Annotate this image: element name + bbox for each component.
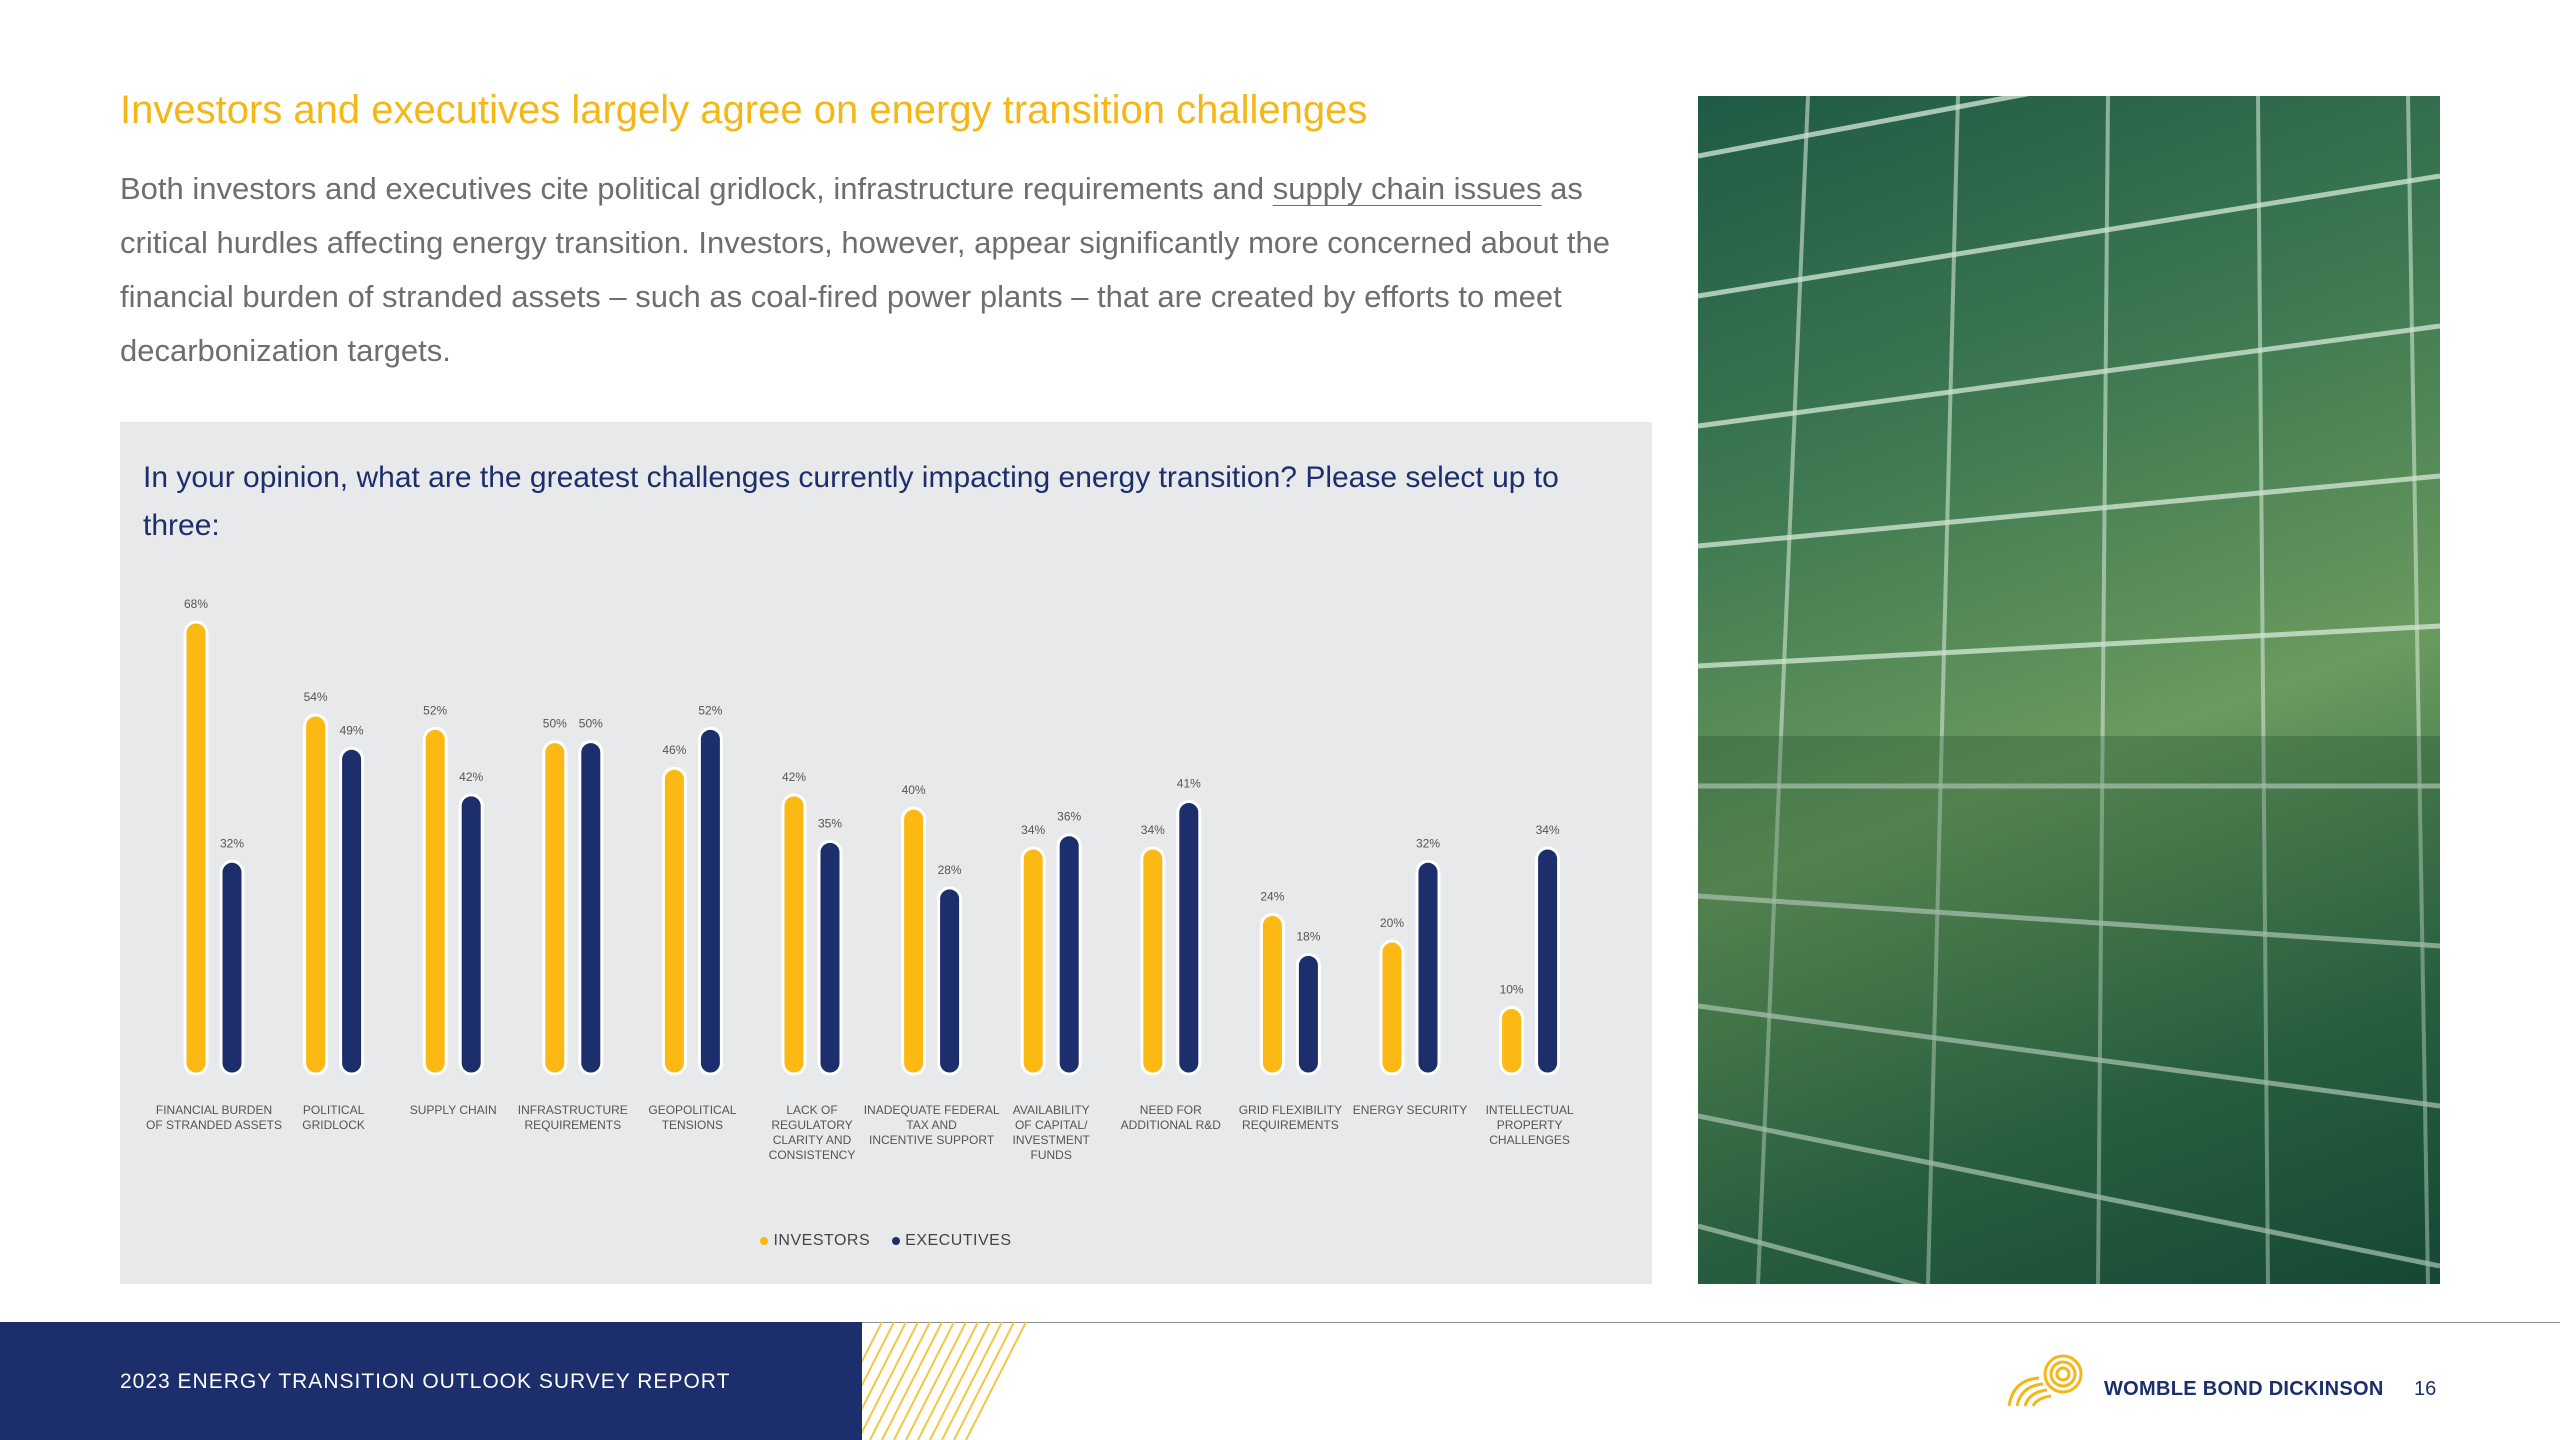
bar-investors-2 [422, 726, 448, 1076]
category-label-9: GRID FLEXIBILITY REQUIREMENTS [1239, 1103, 1342, 1132]
intro-paragraph: Both investors and executives cite polit… [120, 162, 1650, 378]
category-label-5: LACK OF REGULATORY CLARITY AND CONSISTENCY [769, 1103, 856, 1162]
page-number: 16 [2414, 1378, 2437, 1400]
legend-label-executives: EXECUTIVES [905, 1232, 1012, 1249]
bar-executives-2 [458, 793, 484, 1076]
bar-investors-10 [1379, 939, 1405, 1076]
bar-executives-1 [339, 746, 365, 1076]
bar-executives-0 [219, 859, 245, 1076]
bar-executives-9 [1295, 952, 1321, 1076]
data-label-executives-1: 49% [340, 723, 364, 737]
data-label-investors-5: 42% [782, 770, 806, 784]
data-label-investors-2: 52% [423, 703, 447, 717]
footer-report-title: 2023 ENERGY TRANSITION OUTLOOK SURVEY RE… [120, 1370, 731, 1393]
legend-item-investors: INVESTORS [760, 1232, 870, 1250]
category-label-11: INTELLECTUAL PROPERTY CHALLENGES [1486, 1103, 1574, 1147]
bar-investors-3 [542, 740, 568, 1076]
data-label-investors-3: 50% [543, 717, 567, 731]
category-label-0: FINANCIAL BURDEN OF STRANDED ASSETS [146, 1103, 282, 1132]
intro-text-start: Both investors and executives cite polit… [120, 171, 1273, 206]
footer-band [0, 1322, 862, 1440]
category-label-1: POLITICAL GRIDLOCK [302, 1103, 365, 1132]
data-label-investors-0: 68% [184, 597, 208, 611]
category-label-3: INFRASTRUCTURE REQUIREMENTS [518, 1103, 628, 1132]
bar-investors-0 [183, 620, 209, 1076]
firm-name: WOMBLE BOND DICKINSON [2104, 1378, 2384, 1400]
data-label-executives-0: 32% [220, 836, 244, 850]
bar-investors-1 [303, 713, 329, 1076]
bar-investors-11 [1499, 1006, 1525, 1076]
footer-stripes-icon [862, 1322, 1032, 1440]
category-label-10: ENERGY SECURITY [1353, 1103, 1467, 1117]
bar-investors-8 [1140, 846, 1166, 1076]
data-label-executives-8: 41% [1177, 776, 1201, 790]
chart-question: In your opinion, what are the greatest c… [143, 461, 1559, 542]
legend-label-investors: INVESTORS [773, 1232, 871, 1249]
category-label-7: AVAILABILITY OF CAPITAL/INVESTMENT FUNDS [1013, 1103, 1091, 1162]
chart-legend: INVESTORS EXECUTIVES [120, 1232, 1652, 1250]
data-label-investors-11: 10% [1500, 983, 1524, 997]
data-label-investors-10: 20% [1380, 916, 1404, 930]
data-label-investors-4: 46% [662, 743, 686, 757]
data-label-executives-10: 32% [1416, 836, 1440, 850]
data-label-investors-8: 34% [1141, 823, 1165, 837]
bar-investors-4 [661, 766, 687, 1076]
footer-divider [862, 1322, 2560, 1323]
bar-executives-5 [817, 839, 843, 1076]
glass-facade-photo [1698, 96, 2440, 1284]
data-label-executives-5: 35% [818, 816, 842, 830]
chart-panel: In your opinion, what are the greatest c… [120, 422, 1652, 1284]
data-label-investors-6: 40% [902, 783, 926, 797]
category-label-4: GEOPOLITICAL TENSIONS [648, 1103, 736, 1132]
category-label-2: SUPPLY CHAIN [410, 1103, 497, 1117]
bar-chart: 68% 32% FINANCIAL BURDEN OF STRANDED ASSETS… [146, 597, 1574, 1162]
bar-executives-11 [1535, 846, 1561, 1076]
legend-dot-executives-icon [892, 1237, 901, 1245]
data-label-investors-1: 54% [304, 690, 328, 704]
data-label-investors-9: 24% [1260, 889, 1284, 903]
data-label-executives-6: 28% [938, 863, 962, 877]
bar-executives-7 [1056, 833, 1082, 1076]
intro-text-end: as critical hurdles affecting energy tra… [120, 171, 1610, 368]
data-label-executives-11: 34% [1536, 823, 1560, 837]
bar-executives-8 [1176, 799, 1202, 1076]
data-label-executives-2: 42% [459, 770, 483, 784]
supply-chain-link[interactable]: supply chain issues [1272, 171, 1542, 206]
data-label-executives-4: 52% [698, 703, 722, 717]
bar-executives-6 [937, 886, 963, 1076]
data-label-executives-7: 36% [1057, 810, 1081, 824]
data-label-executives-3: 50% [579, 717, 603, 731]
page-headline: Investors and executives largely agree o… [120, 88, 1368, 132]
bar-executives-10 [1415, 859, 1441, 1076]
bar-executives-3 [578, 740, 604, 1076]
bar-investors-9 [1259, 912, 1285, 1076]
bar-investors-5 [781, 793, 807, 1076]
bar-executives-4 [697, 726, 723, 1076]
legend-dot-investors-icon [760, 1237, 769, 1245]
category-label-6: INADEQUATE FEDERAL TAX AND INCENTIVE SUPPO… [864, 1103, 1000, 1147]
category-label-8: NEED FOR ADDITIONAL R&D [1121, 1103, 1222, 1132]
legend-item-executives: EXECUTIVES [892, 1232, 1011, 1250]
data-label-investors-7: 34% [1021, 823, 1045, 837]
data-label-executives-9: 18% [1296, 929, 1320, 943]
bar-investors-7 [1020, 846, 1046, 1076]
bar-investors-6 [901, 806, 927, 1076]
firm-logo-icon [2007, 1354, 2083, 1407]
facade-grid-icon [1698, 96, 2440, 1284]
